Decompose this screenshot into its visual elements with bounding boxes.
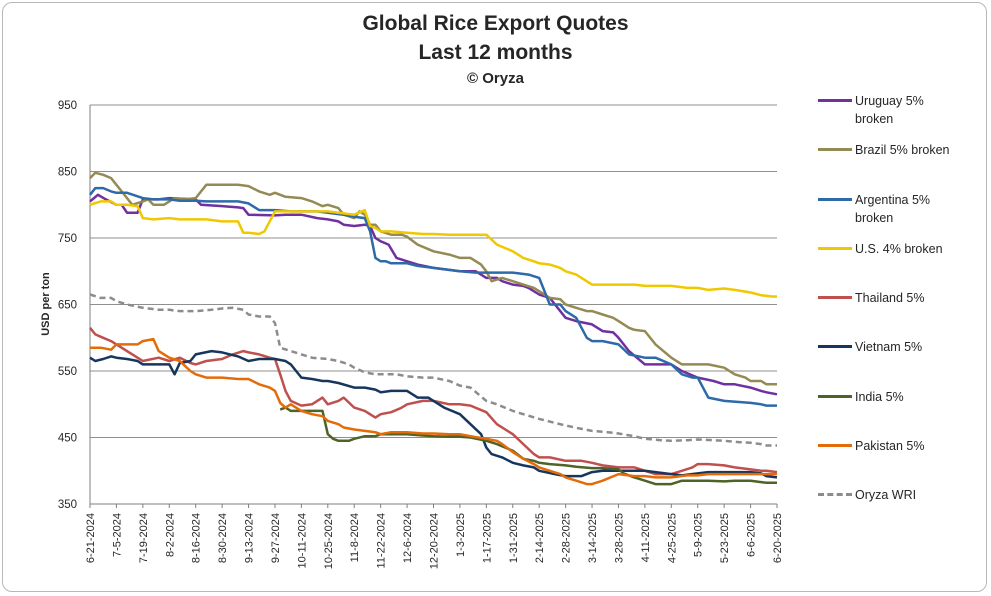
series-line-8 [89, 293, 777, 447]
x-tick-label-4: 8-16-2024 [191, 513, 203, 563]
y-tick-label-950: 950 [58, 100, 77, 112]
legend-item-0: Uruguay 5% broken [818, 92, 970, 128]
legend-label-line: Vietnam 5% [855, 340, 923, 354]
legend-label: Argentina 5% broken [855, 191, 970, 227]
x-tick-label-18: 2-28-2025 [561, 513, 573, 563]
legend-label-line: India 5% [855, 390, 904, 404]
legend-label-line: Oryza WRI [855, 488, 917, 502]
y-tick-label-650: 650 [58, 300, 77, 312]
legend-label: Pakistan 5% [855, 437, 970, 455]
legend-label-line: Pakistan 5% [855, 439, 925, 453]
x-tick-label-9: 10-25-2024 [323, 513, 335, 569]
x-tick-label-22: 4-25-2025 [666, 513, 678, 563]
series-line-1 [89, 171, 777, 386]
x-tick-label-13: 12-20-2024 [429, 513, 441, 569]
series-line-3 [89, 200, 777, 298]
series-line-5 [89, 349, 778, 479]
legend-item-7: Pakistan 5% [818, 437, 970, 455]
chart-source: © Oryza [467, 70, 524, 87]
series-line-4 [89, 327, 778, 476]
legend-item-8: Oryza WRI [818, 486, 970, 504]
legend-label: Uruguay 5% broken [855, 92, 970, 128]
legend-label-line: U.S. 4% broken [855, 242, 943, 256]
x-tick-label-21: 4-11-2025 [640, 513, 652, 562]
legend-item-6: India 5% [818, 388, 970, 406]
legend-swatch [818, 437, 852, 455]
x-tick-label-2: 7-19-2024 [138, 513, 150, 563]
x-tick-label-26: 6-20-2025 [772, 513, 784, 563]
legend-item-5: Vietnam 5% [818, 338, 970, 356]
y-tick-label-750: 750 [58, 233, 77, 245]
legend-label-line: Brazil 5% broken [855, 143, 950, 157]
x-tick-label-17: 2-14-2025 [534, 513, 546, 563]
x-tick-label-3: 8-2-2024 [164, 513, 176, 557]
x-tick-label-24: 5-23-2025 [719, 513, 731, 563]
legend-item-4: Thailand 5% [818, 289, 970, 307]
y-tick-label-450: 450 [58, 433, 77, 445]
legend-label: U.S. 4% broken [855, 240, 970, 258]
x-tick-label-23: 5-9-2025 [693, 513, 705, 557]
x-tick-label-6: 9-13-2024 [244, 513, 256, 563]
legend-swatch [818, 240, 852, 258]
legend-swatch [818, 388, 852, 406]
chart-subtitle: Last 12 months [418, 41, 573, 64]
legend-item-3: U.S. 4% broken [818, 240, 970, 258]
legend-label: Vietnam 5% [855, 338, 970, 356]
legend-label-line: broken [855, 211, 894, 225]
x-tick-label-10: 11-8-2024 [349, 513, 361, 562]
x-tick-label-14: 1-3-2025 [455, 513, 467, 557]
chart-title: Global Rice Export Quotes [362, 12, 629, 35]
x-tick-label-8: 10-11-2024 [296, 513, 308, 568]
x-tick-label-16: 1-31-2025 [508, 513, 520, 563]
legend-swatch [818, 289, 852, 307]
legend-swatch [818, 338, 852, 356]
x-tick-label-11: 11-22-2024 [376, 513, 388, 568]
x-tick-label-20: 3-28-2025 [613, 513, 625, 563]
legend-swatch [818, 486, 852, 504]
y-tick-label-350: 350 [58, 499, 77, 511]
legend-label-line: Argentina 5% [855, 193, 931, 207]
legend-item-1: Brazil 5% broken [818, 141, 970, 159]
legend-label-line: Thailand 5% [855, 291, 925, 305]
legend-label: Brazil 5% broken [855, 141, 970, 159]
series-line-2 [89, 186, 777, 407]
legend-swatch [818, 141, 852, 159]
x-tick-label-19: 3-14-2025 [587, 513, 599, 563]
legend-label: Oryza WRI [855, 486, 970, 504]
x-tick-label-1: 7-5-2024 [111, 513, 123, 557]
legend-item-2: Argentina 5% broken [818, 191, 970, 227]
x-tick-label-5: 8-30-2024 [217, 513, 229, 563]
legend-swatch [818, 191, 852, 209]
x-tick-label-7: 9-27-2024 [270, 513, 282, 563]
series-line-7 [90, 337, 777, 486]
x-tick-label-0: 6-21-2024 [85, 513, 97, 563]
legend-label-line: Uruguay 5% [855, 94, 924, 108]
x-tick-label-15: 1-17-2025 [481, 513, 493, 563]
y-tick-label-550: 550 [58, 366, 77, 378]
y-axis-label: USD per ton [40, 271, 52, 336]
x-tick-label-12: 12-6-2024 [402, 513, 414, 563]
legend-swatch [818, 92, 852, 110]
legend-label: India 5% [855, 388, 970, 406]
y-tick-label-850: 850 [58, 167, 77, 179]
legend-label-line: broken [855, 112, 894, 126]
x-tick-label-25: 6-6-2025 [746, 513, 758, 557]
legend-label: Thailand 5% [855, 289, 970, 307]
